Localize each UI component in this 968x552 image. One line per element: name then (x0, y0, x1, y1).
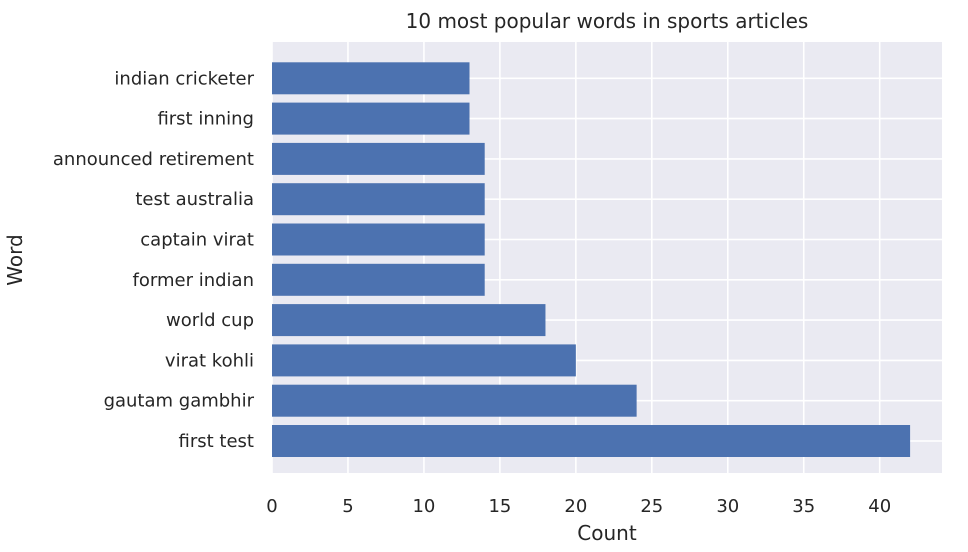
bar-test-australia (272, 183, 485, 216)
bar-former-indian (272, 263, 485, 296)
y-tick-label: former indian (133, 270, 254, 291)
x-tick-label: 10 (412, 496, 435, 517)
y-tick-label: world cup (166, 310, 254, 331)
bar-gautam-gambhir (272, 384, 637, 417)
bar-first-test (272, 425, 911, 457)
y-tick-label: test australia (135, 189, 254, 210)
x-tick-label: 35 (792, 496, 815, 517)
bar-virat-kohli (272, 344, 576, 377)
y-tick-label: first test (179, 431, 254, 452)
bars (272, 62, 911, 457)
y-tick-label: indian cricketer (114, 68, 254, 89)
y-tick-labels: first test gautam gambhir virat kohli world… (53, 68, 255, 452)
y-tick-label: gautam gambhir (104, 391, 255, 412)
y-tick-label: captain virat (140, 230, 254, 251)
y-axis-label: Word (3, 234, 27, 285)
bar-first-inning (272, 102, 470, 135)
bar-captain-virat (272, 223, 485, 256)
x-tick-label: 0 (266, 496, 277, 517)
y-tick-label: first inning (157, 109, 254, 130)
x-axis-label: Count (577, 521, 637, 545)
x-tick-labels: 0 5 10 15 20 25 30 35 40 (266, 496, 891, 517)
bar-announced-retirement (272, 142, 485, 175)
x-tick-label: 20 (564, 496, 587, 517)
bar-indian-cricketer (272, 62, 470, 95)
chart-title: 10 most popular words in sports articles (406, 9, 809, 33)
x-tick-label: 40 (868, 496, 891, 517)
x-tick-label: 5 (342, 496, 353, 517)
x-tick-label: 15 (488, 496, 511, 517)
x-tick-label: 25 (640, 496, 663, 517)
bar-world-cup (272, 304, 546, 337)
y-tick-label: virat kohli (165, 350, 254, 371)
y-tick-label: announced retirement (53, 149, 254, 170)
x-tick-label: 30 (716, 496, 739, 517)
